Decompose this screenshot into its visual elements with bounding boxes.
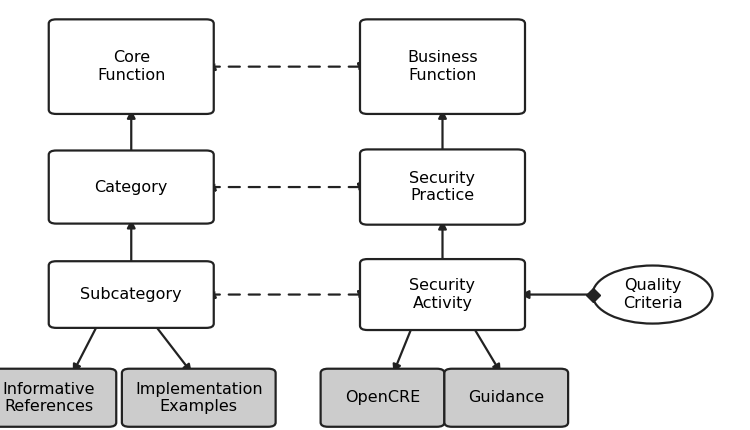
FancyBboxPatch shape <box>444 369 568 427</box>
Text: Subcategory: Subcategory <box>80 287 182 302</box>
Text: Security
Practice: Security Practice <box>410 171 476 203</box>
FancyBboxPatch shape <box>122 369 276 427</box>
Text: Guidance: Guidance <box>468 390 544 405</box>
Text: Category: Category <box>94 180 168 194</box>
Text: Security
Activity: Security Activity <box>410 278 476 311</box>
FancyBboxPatch shape <box>0 369 116 427</box>
FancyBboxPatch shape <box>49 150 214 224</box>
Text: Implementation
Examples: Implementation Examples <box>135 381 262 414</box>
FancyBboxPatch shape <box>321 369 444 427</box>
FancyBboxPatch shape <box>360 150 525 225</box>
FancyBboxPatch shape <box>49 19 214 114</box>
Ellipse shape <box>592 265 712 324</box>
Text: Informative
References: Informative References <box>2 381 95 414</box>
Text: OpenCRE: OpenCRE <box>345 390 420 405</box>
Text: Core
Function: Core Function <box>97 50 166 83</box>
Text: Business
Function: Business Function <box>407 50 478 83</box>
FancyBboxPatch shape <box>360 259 525 330</box>
Text: Quality
Criteria: Quality Criteria <box>622 278 682 311</box>
FancyBboxPatch shape <box>49 261 214 328</box>
FancyBboxPatch shape <box>360 19 525 114</box>
